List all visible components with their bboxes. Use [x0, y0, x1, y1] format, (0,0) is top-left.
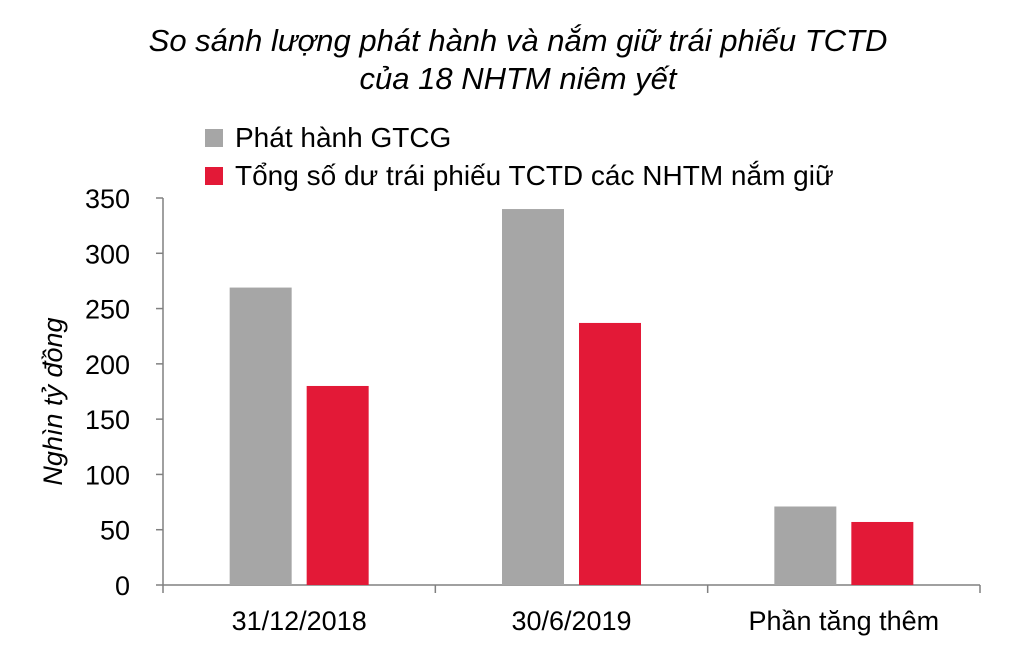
bar-held — [851, 521, 914, 585]
y-tick-label: 50 — [100, 516, 130, 546]
y-tick-label: 300 — [85, 239, 130, 269]
y-axis-title: Nghìn tỷ đồng — [38, 317, 68, 485]
bar-issued — [774, 506, 837, 585]
legend: Phát hành GTCG Tổng số dư trái phiếu TCT… — [205, 119, 834, 195]
bar-issued — [229, 287, 292, 585]
y-tick-label: 150 — [85, 405, 130, 435]
bar-held — [579, 322, 641, 585]
x-tick-label: Phần tăng thêm — [749, 606, 940, 636]
legend-label-issued: Phát hành GTCG — [235, 122, 452, 153]
x-tick-label: 30/6/2019 — [511, 606, 631, 636]
legend-swatch-held — [205, 167, 223, 185]
bar-held — [306, 385, 369, 585]
bar-issued — [502, 209, 564, 586]
y-tick-label: 0 — [115, 571, 130, 601]
y-tick-label: 200 — [85, 350, 130, 380]
x-tick-label: 31/12/2018 — [232, 606, 367, 636]
legend-item-held: Tổng số dư trái phiếu TCTD các NHTM nắm … — [205, 157, 834, 195]
chart-title-line-1: So sánh lượng phát hành và nắm giữ trái … — [148, 23, 888, 58]
chart-title-line-2: của 18 NHTM niêm yết — [359, 61, 677, 96]
y-tick-label: 100 — [85, 460, 130, 490]
legend-item-issued: Phát hành GTCG — [205, 119, 834, 157]
chart-title: So sánh lượng phát hành và nắm giữ trái … — [0, 22, 1036, 98]
y-tick-label: 350 — [85, 184, 130, 214]
y-tick-label: 250 — [85, 295, 130, 325]
legend-label-held: Tổng số dư trái phiếu TCTD các NHTM nắm … — [235, 160, 834, 191]
legend-swatch-issued — [205, 129, 223, 147]
